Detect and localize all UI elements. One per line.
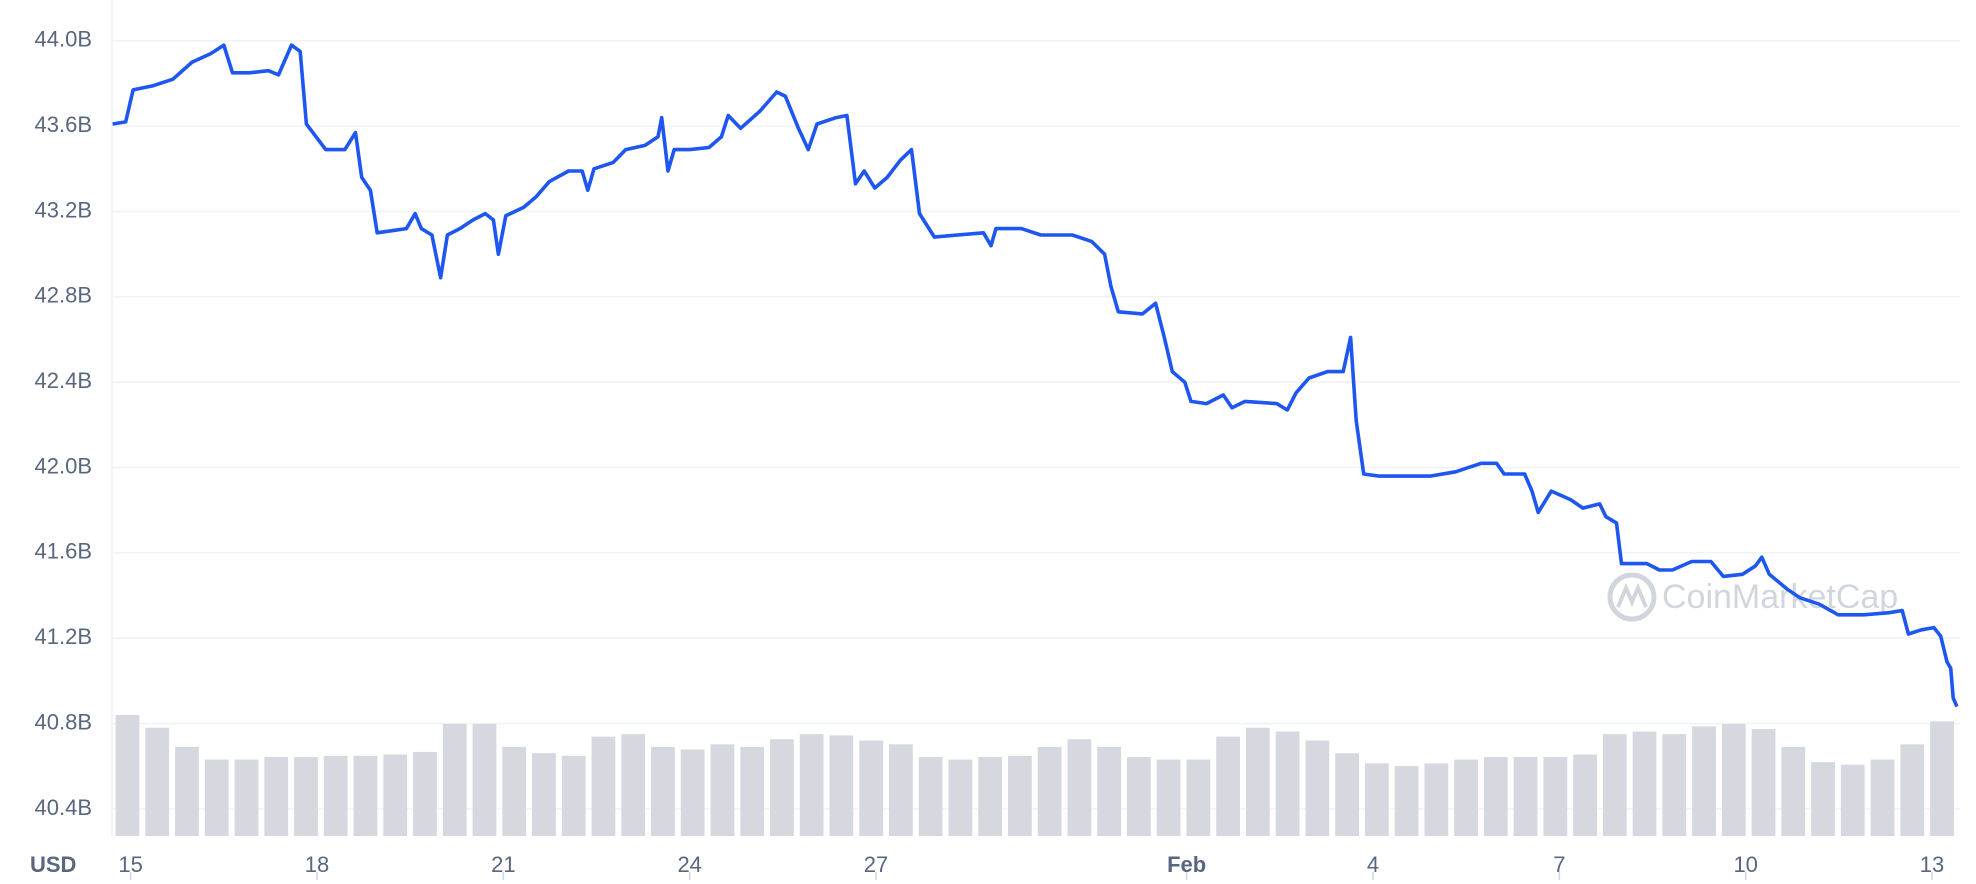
volume-bar	[1394, 765, 1419, 836]
x-tick-label: 27	[864, 852, 888, 877]
volume-bar	[621, 734, 646, 836]
y-tick-label: 42.0B	[35, 453, 93, 478]
volume-bar	[770, 739, 794, 836]
volume-bar	[918, 757, 943, 836]
volume-bar	[591, 736, 616, 836]
volume-bar	[561, 755, 586, 836]
volume-bar	[532, 753, 556, 836]
volume-bars	[115, 715, 1954, 836]
volume-bar	[234, 759, 259, 836]
x-tick-label: 24	[677, 852, 701, 877]
volume-bar	[1126, 757, 1151, 836]
volume-bar	[740, 746, 765, 836]
volume-bar	[710, 744, 735, 836]
volume-bar	[1692, 726, 1716, 836]
watermark-logo-mark	[1616, 582, 1648, 608]
volume-bar	[1840, 764, 1865, 836]
volume-bar	[651, 746, 675, 836]
y-tick-label: 42.4B	[35, 368, 93, 393]
x-tick-label: 18	[305, 852, 329, 877]
price-line	[112, 43, 1959, 708]
volume-bar	[799, 734, 824, 836]
volume-bar	[175, 746, 199, 836]
volume-bar	[1602, 734, 1627, 836]
x-tick-label: 7	[1553, 852, 1565, 877]
volume-bar	[1245, 727, 1270, 836]
volume-bar	[1216, 736, 1241, 836]
volume-bar	[1632, 731, 1657, 836]
volume-bar	[1483, 757, 1508, 836]
y-tick-label: 43.2B	[35, 197, 93, 222]
volume-bar	[1751, 729, 1776, 836]
unit-label: USD	[30, 852, 76, 877]
volume-bar	[472, 723, 497, 836]
x-tick-label: 4	[1367, 852, 1379, 877]
y-tick-label: 41.6B	[35, 539, 93, 564]
volume-bar	[1870, 759, 1895, 836]
volume-bar	[323, 755, 348, 836]
volume-bar	[978, 757, 1003, 836]
volume-bar	[1305, 740, 1330, 836]
volume-bar	[145, 727, 170, 836]
volume-bar	[1335, 753, 1359, 836]
y-tick-label: 41.2B	[35, 624, 93, 649]
volume-bar	[1454, 759, 1478, 836]
volume-bar	[1424, 763, 1449, 836]
volume-bar	[353, 755, 378, 836]
y-tick-label: 42.8B	[35, 283, 93, 308]
volume-bar	[680, 749, 705, 836]
volume-bar	[1513, 757, 1538, 836]
volume-bar	[1097, 746, 1122, 836]
y-tick-label: 40.8B	[35, 709, 93, 734]
x-tick-label: 10	[1733, 852, 1757, 877]
x-tick-label: Feb	[1167, 852, 1206, 877]
y-tick-label: 44.0B	[35, 27, 93, 52]
volume-bar	[859, 740, 884, 836]
watermark-logo	[1607, 572, 1657, 622]
volume-bar	[1721, 723, 1746, 836]
volume-bar	[1067, 739, 1092, 836]
volume-bar	[1275, 731, 1300, 836]
volume-bar	[264, 757, 289, 836]
volume-bar	[1007, 755, 1032, 836]
x-tick-label: 15	[118, 852, 142, 877]
y-tick-label: 43.6B	[35, 112, 93, 137]
volume-bar	[1930, 721, 1954, 836]
volume-bar	[1781, 746, 1806, 836]
volume-bar	[502, 746, 527, 836]
volume-bar	[1900, 744, 1925, 836]
volume-bar	[1156, 759, 1181, 836]
volume-bar	[1543, 757, 1568, 836]
x-tick-label: 13	[1920, 852, 1944, 877]
volume-bar	[889, 744, 913, 836]
volume-bar	[115, 715, 140, 836]
volume-bar	[383, 754, 408, 836]
volume-bar	[1364, 763, 1389, 836]
volume-bar	[1186, 759, 1211, 836]
x-tick-label: 21	[491, 852, 515, 877]
volume-bar	[413, 751, 437, 836]
volume-bar	[829, 735, 854, 836]
volume-bar	[294, 757, 318, 836]
volume-bar	[1573, 754, 1597, 836]
volume-bar	[1037, 746, 1062, 836]
volume-bar	[1811, 762, 1835, 836]
volume-bar	[442, 723, 467, 836]
volume-bar	[1662, 734, 1687, 836]
grid	[112, 40, 1960, 810]
volume-bar	[948, 759, 973, 836]
watermark: CoinMarketCap	[1607, 572, 1898, 622]
volume-bar	[204, 759, 229, 836]
y-tick-label: 40.4B	[35, 795, 93, 820]
